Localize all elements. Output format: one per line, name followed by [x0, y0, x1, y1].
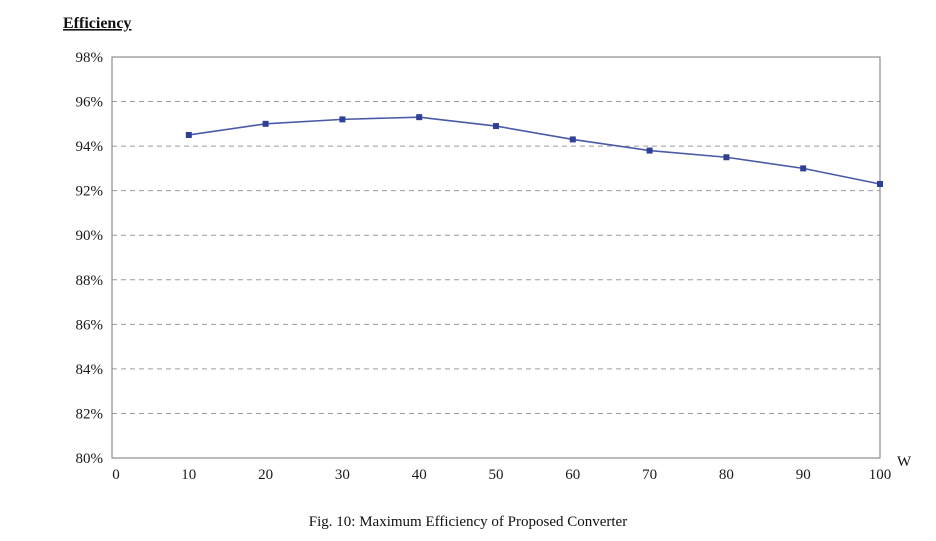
y-tick-label: 98% — [76, 50, 104, 66]
x-axis-unit-label: W — [897, 454, 912, 470]
x-tick-label: 100 — [869, 467, 892, 483]
x-tick-label: 70 — [642, 467, 657, 483]
x-tick-label: 50 — [489, 467, 504, 483]
data-point-marker — [262, 120, 269, 127]
data-point-marker — [569, 136, 576, 143]
efficiency-chart: Efficiency W 80% 82% 84% 86% 88% 90% 92% 94% 96%… — [63, 15, 912, 483]
y-tick-label: 86% — [76, 317, 104, 333]
efficiency-line — [188, 116, 881, 185]
x-tick-label: 30 — [335, 467, 350, 483]
y-axis-title: Efficiency — [63, 15, 131, 32]
y-tick-label: 80% — [76, 451, 104, 467]
y-tick-label: 82% — [76, 406, 104, 422]
data-point-marker — [646, 147, 653, 154]
data-point-marker — [339, 116, 346, 123]
plot-frame — [111, 56, 881, 459]
x-tick-label: 0 — [112, 467, 120, 483]
data-point-marker — [416, 114, 423, 121]
x-tick-label: 80 — [719, 467, 734, 483]
y-tick-label: 84% — [76, 362, 104, 378]
figure-caption: Fig. 10: Maximum Efficiency of Proposed … — [308, 514, 628, 530]
x-tick-label: 10 — [181, 467, 196, 483]
x-tick-label: 90 — [796, 467, 811, 483]
y-tick-label: 92% — [76, 184, 104, 200]
data-point-marker — [877, 180, 883, 187]
y-tick-label: 94% — [76, 139, 104, 155]
data-point-marker — [800, 165, 807, 172]
data-point-marker — [185, 131, 192, 138]
data-point-marker — [723, 154, 730, 161]
x-tick-label: 40 — [412, 467, 427, 483]
y-tick-label: 90% — [76, 228, 104, 244]
y-tick-label: 88% — [76, 273, 104, 289]
x-tick-label: 60 — [565, 467, 580, 483]
y-tick-label: 96% — [76, 95, 104, 111]
x-tick-label: 20 — [258, 467, 273, 483]
data-point-marker — [493, 123, 499, 130]
